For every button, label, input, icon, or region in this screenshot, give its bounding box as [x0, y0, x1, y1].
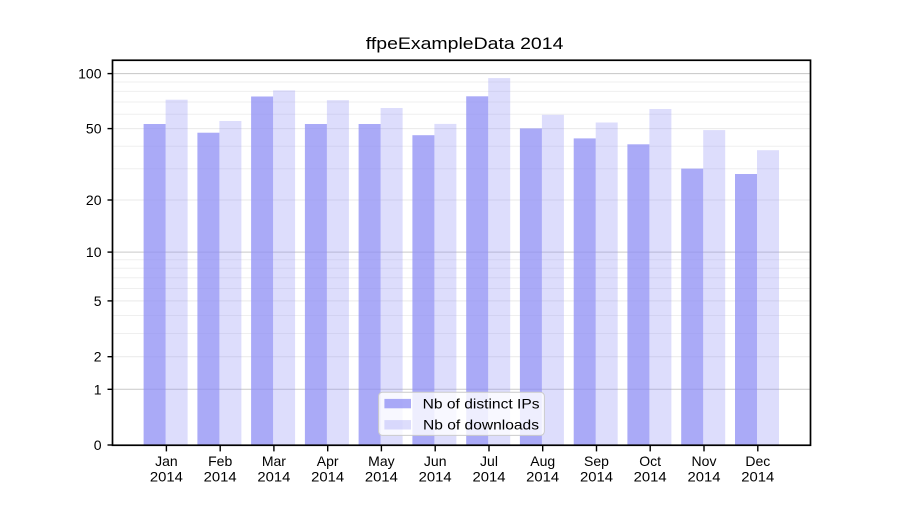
svg-text:Jan: Jan — [155, 453, 178, 469]
svg-text:2: 2 — [94, 349, 102, 365]
svg-text:Jun: Jun — [424, 453, 447, 469]
svg-text:2014: 2014 — [150, 468, 183, 484]
svg-text:2014: 2014 — [634, 468, 667, 484]
svg-text:Nb of downloads: Nb of downloads — [423, 417, 539, 433]
svg-text:Aug: Aug — [530, 453, 555, 469]
svg-text:20: 20 — [86, 192, 102, 208]
svg-text:2014: 2014 — [419, 468, 452, 484]
svg-text:10: 10 — [86, 244, 102, 260]
svg-text:Nov: Nov — [692, 453, 717, 469]
svg-text:100: 100 — [78, 66, 102, 82]
svg-text:2014: 2014 — [204, 468, 237, 484]
svg-text:2014: 2014 — [473, 468, 506, 484]
svg-text:5: 5 — [94, 293, 102, 309]
svg-text:Oct: Oct — [639, 453, 661, 469]
svg-text:May: May — [368, 453, 394, 469]
svg-text:1: 1 — [94, 381, 102, 397]
svg-text:0: 0 — [94, 437, 102, 453]
svg-text:Mar: Mar — [262, 453, 286, 469]
svg-text:2014: 2014 — [257, 468, 290, 484]
svg-text:2014: 2014 — [365, 468, 398, 484]
svg-text:Sep: Sep — [584, 453, 609, 469]
svg-text:Dec: Dec — [745, 453, 770, 469]
svg-text:2014: 2014 — [741, 468, 774, 484]
svg-text:ffpeExampleData 2014: ffpeExampleData 2014 — [366, 34, 564, 53]
svg-text:2014: 2014 — [688, 468, 721, 484]
svg-text:2014: 2014 — [311, 468, 344, 484]
svg-text:Apr: Apr — [317, 453, 339, 469]
svg-text:Nb of distinct IPs: Nb of distinct IPs — [423, 395, 540, 411]
svg-text:50: 50 — [86, 121, 102, 137]
svg-text:Feb: Feb — [208, 453, 232, 469]
svg-text:2014: 2014 — [526, 468, 559, 484]
svg-text:2014: 2014 — [580, 468, 613, 484]
svg-text:Jul: Jul — [480, 453, 498, 469]
